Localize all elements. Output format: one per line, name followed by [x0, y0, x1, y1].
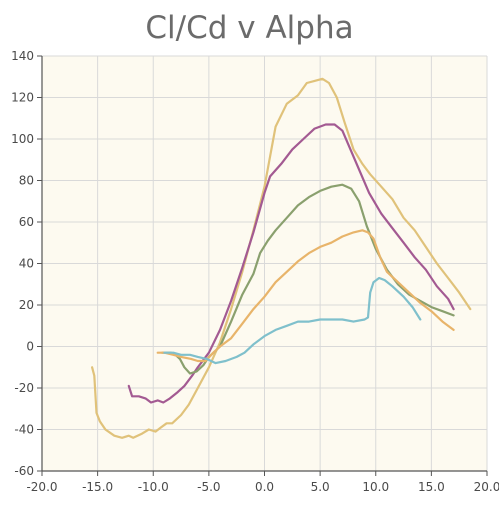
y-tick-label: -20 — [14, 381, 34, 395]
y-tick-label: 0 — [26, 340, 34, 354]
y-tick-label: 100 — [11, 132, 34, 146]
series-line-5 — [163, 276, 422, 365]
series-line-2 — [127, 123, 455, 404]
series-line-4 — [156, 229, 455, 363]
grid — [41, 55, 488, 472]
y-tick-label: 40 — [19, 257, 34, 271]
x-tick-label: 15.0 — [418, 480, 445, 494]
x-tick-label: 20.0 — [474, 480, 499, 494]
x-tick-label: -20.0 — [26, 480, 57, 494]
axes — [37, 55, 488, 476]
y-tick-label: 20 — [19, 298, 34, 312]
chart-title: Cl/Cd v Alpha — [145, 10, 354, 46]
x-tick-label: 5.0 — [311, 480, 330, 494]
tick-labels: -20.0 -15.0 -10.0 -5.0 0.0 5.0 10.0 15.0 20.0 140… — [11, 49, 499, 494]
x-tick-label: -10.0 — [138, 480, 169, 494]
y-tick-label: 80 — [19, 174, 34, 188]
x-tick-label: -15.0 — [82, 480, 113, 494]
y-tick-label: -60 — [14, 464, 34, 478]
y-tick-label: 120 — [11, 91, 34, 105]
x-tick-label: 10.0 — [362, 480, 389, 494]
series-lines — [91, 77, 472, 439]
y-tick-label: 60 — [19, 215, 34, 229]
y-tick-label: 140 — [11, 49, 34, 63]
x-tick-label: -5.0 — [197, 480, 220, 494]
x-tick-label: 0.0 — [255, 480, 274, 494]
y-tick-label: -40 — [14, 423, 34, 437]
